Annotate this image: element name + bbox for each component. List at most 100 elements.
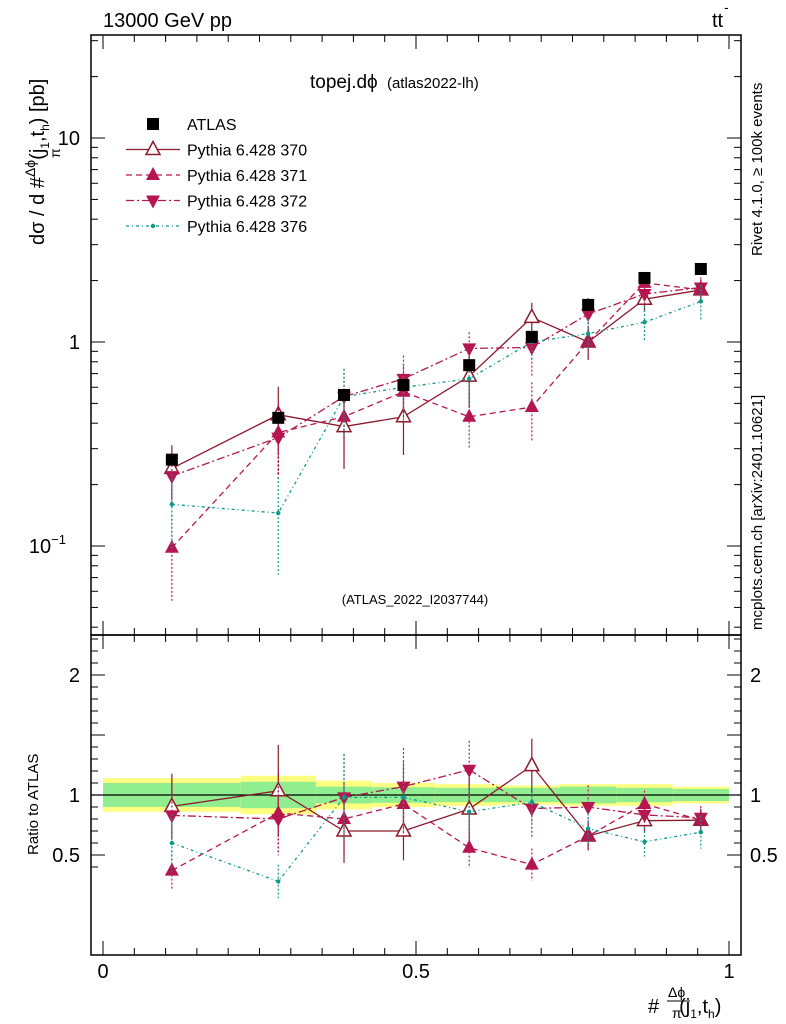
plot-title: topej.dϕ (atlas2022-lh)	[310, 72, 479, 93]
data-point-p376	[276, 510, 281, 516]
process-bar: -	[724, 0, 729, 15]
ratio-point-p372	[693, 812, 708, 826]
legend-label-p372: Pythia 6.428 372	[187, 194, 307, 211]
ratio-point-p371	[524, 856, 539, 870]
ratio-point-p376	[169, 840, 175, 846]
data-point-p372	[462, 343, 477, 357]
series-atlas	[165, 262, 707, 466]
ratio-tick-label-right: 2	[750, 665, 761, 687]
data-point-atlas	[165, 453, 178, 466]
ratio-line-p372	[171, 769, 701, 820]
data-point-p376	[585, 331, 591, 336]
x-axis-label: # (j1,th)	[648, 996, 721, 1021]
ratio-tick-label: 0.5	[52, 845, 80, 867]
y-tick-label: 10	[58, 128, 80, 150]
ratio-plot: 0 0.5 1 2 2 1 1 0.5 0.5	[52, 621, 778, 983]
x-tick-label: 0.5	[402, 961, 430, 983]
data-point-atlas	[338, 388, 351, 401]
data-point-p372	[164, 471, 179, 485]
rivet-label: Rivet 4.1.0, ≥ 100k events	[749, 83, 766, 256]
ratio-point-p371	[337, 811, 352, 824]
mcplots-label: mcplots.cern.ch [arXiv:2401.10621]	[749, 395, 766, 630]
y-axis-label-den: π	[47, 148, 63, 158]
data-point-p372	[693, 282, 708, 296]
x-tick-label: 0	[97, 961, 108, 983]
data-point-p371	[524, 399, 539, 413]
data-point-p372	[581, 309, 596, 323]
data-point-p376	[467, 376, 472, 382]
data-point-p370	[460, 366, 478, 382]
process-label: tt	[712, 10, 724, 32]
ratio-point-p372	[271, 814, 286, 827]
ratio-point-p376	[529, 800, 535, 805]
data-point-p376	[169, 502, 175, 507]
ratio-point-p372	[462, 764, 477, 778]
x-axis-label-num: Δϕ	[668, 984, 685, 1000]
x-tick-label: 1	[723, 961, 734, 983]
plot-title-sub: (atlas2022-lh)	[387, 75, 479, 92]
ratio-point-p376	[467, 809, 472, 814]
ratio-line-p371	[171, 803, 702, 872]
data-point-atlas	[272, 411, 285, 424]
y-tick-exp: −1	[51, 532, 66, 547]
ratio-tick-label: 2	[69, 665, 80, 687]
series-line-p372	[171, 286, 701, 477]
y-tick-label: 1	[69, 332, 80, 354]
data-point-p371	[164, 539, 179, 553]
ratio-point-p376	[698, 830, 704, 835]
series-line-p371	[171, 282, 701, 549]
data-point-p372	[271, 432, 286, 446]
legend-label-atlas: ATLAS	[187, 117, 237, 134]
data-point-p376	[698, 299, 704, 304]
data-point-atlas	[638, 271, 651, 284]
ratio-point-p372	[164, 810, 179, 824]
data-point-p376	[642, 320, 647, 325]
ratio-point-p372	[637, 809, 652, 823]
data-point-atlas	[463, 359, 476, 372]
x-axis-label-den: π	[672, 1005, 682, 1021]
legend-marker-atlas	[147, 118, 159, 130]
ratio-point-p376	[585, 826, 591, 831]
ratio-tick-label: 1	[69, 785, 80, 807]
ratio-point-p370	[523, 756, 541, 772]
ratio-series-p376	[169, 753, 704, 899]
series-p371	[164, 272, 708, 601]
legend-label-p376: Pythia 6.428 376	[187, 219, 307, 236]
ratio-point-p376	[341, 795, 347, 800]
ratio-point-p376	[642, 839, 647, 844]
ratio-point-p371	[164, 862, 179, 876]
data-point-atlas	[525, 330, 538, 343]
data-point-p371	[337, 408, 352, 422]
ratio-tick-label-right: 1	[750, 785, 761, 807]
ratio-series-p372	[164, 740, 708, 856]
data-point-p370	[523, 307, 541, 324]
series-p376	[169, 285, 704, 575]
data-point-p371	[462, 408, 477, 422]
data-point-atlas	[582, 298, 595, 311]
data-point-atlas	[694, 262, 707, 275]
ratio-point-p371	[462, 839, 477, 853]
legend-marker-p370	[144, 139, 162, 156]
ratio-point-p376	[276, 879, 281, 884]
process-main: tt	[712, 10, 724, 32]
data-point-atlas	[397, 379, 410, 392]
energy-label: 13000 GeV pp	[103, 10, 232, 32]
series-p370	[163, 279, 710, 501]
plot-title-main: topej.dϕ	[310, 72, 378, 93]
series-p372	[164, 277, 708, 508]
legend-label-p370: Pythia 6.428 370	[187, 143, 307, 160]
ratio-y-label: Ratio to ATLAS	[25, 754, 42, 855]
y-axis-label: dσ / d #Δϕ(j1,th) [pb]	[22, 79, 52, 245]
legend-marker-p376	[150, 223, 156, 229]
y-tick-label: 10−1	[29, 532, 66, 558]
series-line-p376	[171, 300, 702, 514]
legend-label-p371: Pythia 6.428 371	[187, 168, 307, 185]
legend: ATLAS Pythia 6.428 370 Pythia 6.428 371 Pyt…	[126, 117, 307, 236]
ratio-point-p372	[581, 802, 596, 815]
ratio-tick-label-right: 0.5	[750, 845, 778, 867]
data-point-p372	[524, 342, 539, 356]
ratio-point-p376	[401, 795, 406, 800]
legend-marker-p372	[146, 195, 160, 209]
series-line-p370	[171, 289, 701, 470]
